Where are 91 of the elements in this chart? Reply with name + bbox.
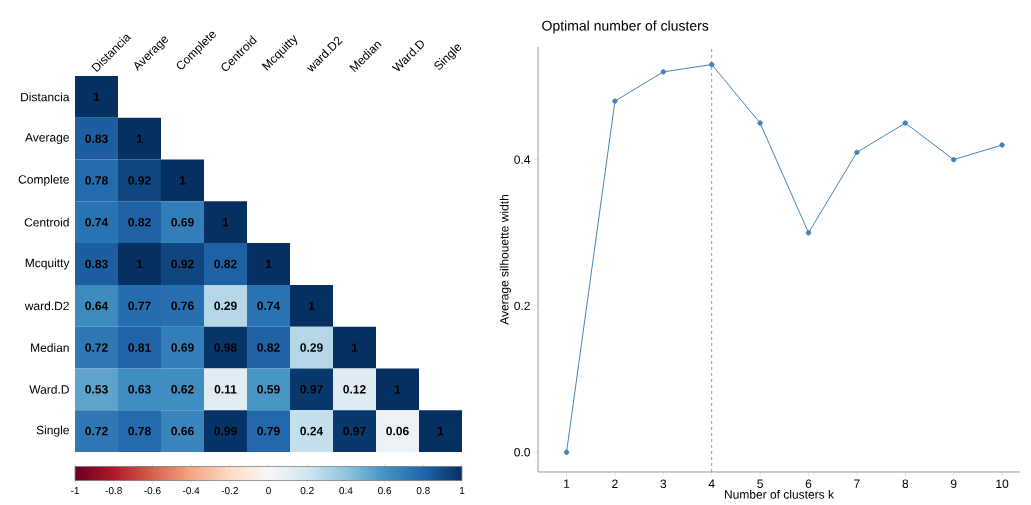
color-bar-label: 0 xyxy=(266,487,271,495)
point xyxy=(612,98,618,104)
data-label: 0.72 xyxy=(85,343,108,352)
x-tick-label: 3 xyxy=(660,479,667,489)
data-label: 0.72 xyxy=(85,426,108,436)
color-bar-label: -0.4 xyxy=(182,487,200,495)
x-tick-label: 4 xyxy=(708,479,715,488)
data-label: 0.74 xyxy=(85,217,109,227)
data-label: 0.82 xyxy=(214,259,237,269)
color-bar-label: 0.8 xyxy=(416,487,430,495)
y-tick-label: Average xyxy=(25,133,69,145)
data-label: 0.24 xyxy=(300,426,324,436)
data-label: 0.69 xyxy=(171,217,194,227)
point xyxy=(660,69,667,75)
data-label: 0.29 xyxy=(300,343,323,352)
color-bar-label: 0.2 xyxy=(300,487,314,495)
data-label: 0.63 xyxy=(128,385,151,394)
data-label: 0.83 xyxy=(85,259,108,269)
x-tick-label: 6 xyxy=(805,479,812,489)
color-bar-label: 0.4 xyxy=(339,487,353,495)
data-label: 0.92 xyxy=(128,176,151,185)
data-label: 1 xyxy=(394,385,401,394)
x-tick-label: 8 xyxy=(902,479,909,489)
y-tick-label: Single xyxy=(36,425,69,437)
data-label: 0.64 xyxy=(85,301,109,311)
x-tick-label: 9 xyxy=(950,479,957,489)
data-label: 0.99 xyxy=(214,426,237,436)
point xyxy=(805,230,812,236)
data-label: 0.11 xyxy=(214,385,237,394)
y-tick-label: Distancia xyxy=(21,92,70,102)
data-label: 1 xyxy=(93,92,100,102)
data-label: 0.29 xyxy=(214,301,237,311)
data-label: 1 xyxy=(308,301,315,310)
x-axis-title: Number of clusters k xyxy=(724,489,835,499)
data-label: 0.06 xyxy=(386,426,409,436)
x-tick-label: 1 xyxy=(564,479,570,488)
data-label: 0.97 xyxy=(300,385,323,394)
data-label: 1 xyxy=(222,218,229,227)
y-tick-label: 0.2 xyxy=(514,301,530,311)
point xyxy=(563,449,570,455)
color-bar-label: 1 xyxy=(459,487,465,494)
x-tick-label: 7 xyxy=(854,479,860,488)
data-label: 1 xyxy=(351,343,358,352)
chart-title: Optimal number of clusters xyxy=(542,20,709,34)
data-label: 0.76 xyxy=(171,301,194,311)
y-tick-label: 0.4 xyxy=(514,155,531,164)
data-label: 0.92 xyxy=(171,259,194,269)
y-tick-label: Ward.D xyxy=(29,384,69,394)
data-label: 0.97 xyxy=(343,426,366,436)
data-label: 0.79 xyxy=(257,426,280,436)
data-label: 0.74 xyxy=(257,301,281,311)
color-bar-label: -0.2 xyxy=(221,487,238,495)
data-label: 0.82 xyxy=(257,343,280,352)
data-label: 0.69 xyxy=(171,343,194,352)
data-label: 0.82 xyxy=(128,217,151,227)
data-label: 1 xyxy=(136,134,143,143)
data-label: 1 xyxy=(136,259,143,269)
point xyxy=(709,61,715,68)
point xyxy=(951,156,957,163)
y-tick-label: Median xyxy=(31,343,69,352)
data-label: 0.78 xyxy=(85,176,108,185)
data-label: 0.81 xyxy=(128,343,151,352)
data-label: 0.78 xyxy=(128,426,151,436)
data-label: 0.12 xyxy=(343,385,366,394)
data-label: 1 xyxy=(437,426,444,436)
color-bar-label: -0.8 xyxy=(105,487,122,495)
point xyxy=(854,149,860,156)
data-label: 0.66 xyxy=(171,426,194,436)
data-label: 0.59 xyxy=(257,385,280,394)
point xyxy=(902,120,909,126)
color-bar-label: -1 xyxy=(71,487,79,494)
y-axis-title: Average silhouette width xyxy=(499,195,511,325)
data-label: 1 xyxy=(265,259,272,269)
x-tick-label: 2 xyxy=(612,479,618,488)
data-label: 0.98 xyxy=(214,343,237,352)
color-bar-label: 0.6 xyxy=(378,487,392,495)
data-label: 0.62 xyxy=(171,385,194,394)
point xyxy=(999,142,1005,148)
y-tick-label: Centroid xyxy=(24,217,69,227)
point xyxy=(757,120,763,126)
data-label: 1 xyxy=(179,176,186,185)
y-tick-label: Complete xyxy=(18,174,69,187)
data-label: 0.83 xyxy=(85,134,108,143)
y-tick-label: ward.D2 xyxy=(24,301,69,311)
x-tick-label: 5 xyxy=(757,479,763,488)
y-tick-label: 0.0 xyxy=(514,447,531,457)
x-tick-label: 10 xyxy=(996,479,1009,489)
y-tick-label: Mcquitty xyxy=(25,258,70,270)
color-bar-label: -0.6 xyxy=(144,487,161,495)
data-label: 0.77 xyxy=(128,301,151,311)
data-label: 0.53 xyxy=(85,385,108,394)
